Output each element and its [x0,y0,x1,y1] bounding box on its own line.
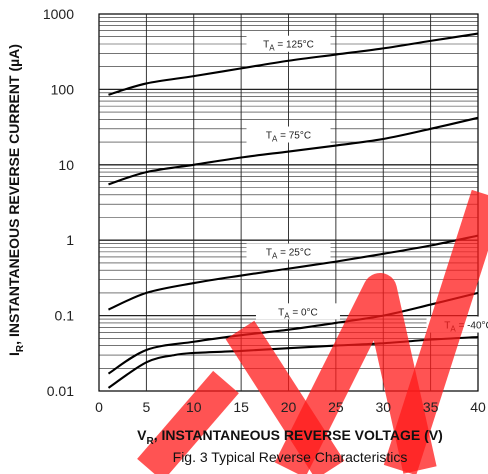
series-label-sub: A [269,44,275,53]
y-tick-label: 0.1 [55,308,75,324]
watermark-stroke [383,189,488,474]
y-tick-label: 100 [51,81,75,97]
series-label-text: TA = 75°C [266,131,311,144]
series-label-text: TA = 25°C [266,248,311,261]
series-label-suffix: = -40°C [456,321,488,332]
series-label-prefix: T [278,307,284,318]
y-axis-title: IR, INSTANTANEOUS REVERSE CURRENT (µA) [6,44,26,356]
curves [107,32,479,389]
x-tick-label: 5 [142,399,150,415]
x-tick-label: 15 [233,399,249,415]
series-label-text: TA = 0°C [278,307,318,320]
series-label-sub: A [272,252,278,261]
grid [98,13,479,392]
figure-caption: Fig. 3 Typical Reverse Characteristics [173,449,408,465]
x-tick-label: 20 [281,399,297,415]
series-label: TA = 125°C [246,35,331,53]
series-label: TA = 75°C [246,126,331,144]
series-label-text: TA = 125°C [263,40,314,53]
x-tick-label: 0 [95,399,103,415]
series-label-prefix: T [266,248,272,259]
x-tick-label: 30 [375,399,391,415]
x-tick-label: 25 [328,399,344,415]
watermark [137,189,488,474]
x-tick-label: 35 [423,399,439,415]
y-tick-label: 1000 [43,6,74,22]
series-line [108,234,479,311]
x-tick-label: 40 [470,399,486,415]
x-axis-title: VR, INSTANTANEOUS REVERSE VOLTAGE (V) [137,427,443,447]
y-tick-label: 1 [66,232,74,248]
tick-labels: 0 5 10 15 20 25 30 35 40 0.01 0.1 1 10 100 1000 [43,6,486,415]
series-label-suffix: = 75°C [277,131,311,142]
series-label-sub: A [284,311,290,320]
watermark-stroke [137,370,239,474]
series-label: TA = 25°C [246,243,331,261]
series-label-suffix: = 25°C [277,248,311,259]
series-line [107,291,479,375]
series-label-background [246,35,331,52]
series-line [108,116,479,186]
series-label-prefix: T [266,131,272,142]
series-label-suffix: = 125°C [275,40,314,51]
series-label-prefix: T [263,40,269,51]
series-label-sub: A [272,135,278,144]
y-tick-label: 0.01 [47,383,74,399]
series-label-suffix: = 0°C [290,307,318,318]
series-line [108,32,479,96]
y-tick-label: 10 [58,157,74,173]
series-label-background [255,303,340,320]
series-label-background [246,243,331,260]
x-tick-label: 10 [186,399,202,415]
series-label: TA = 0°C [255,303,340,320]
series-label-background [246,126,331,143]
